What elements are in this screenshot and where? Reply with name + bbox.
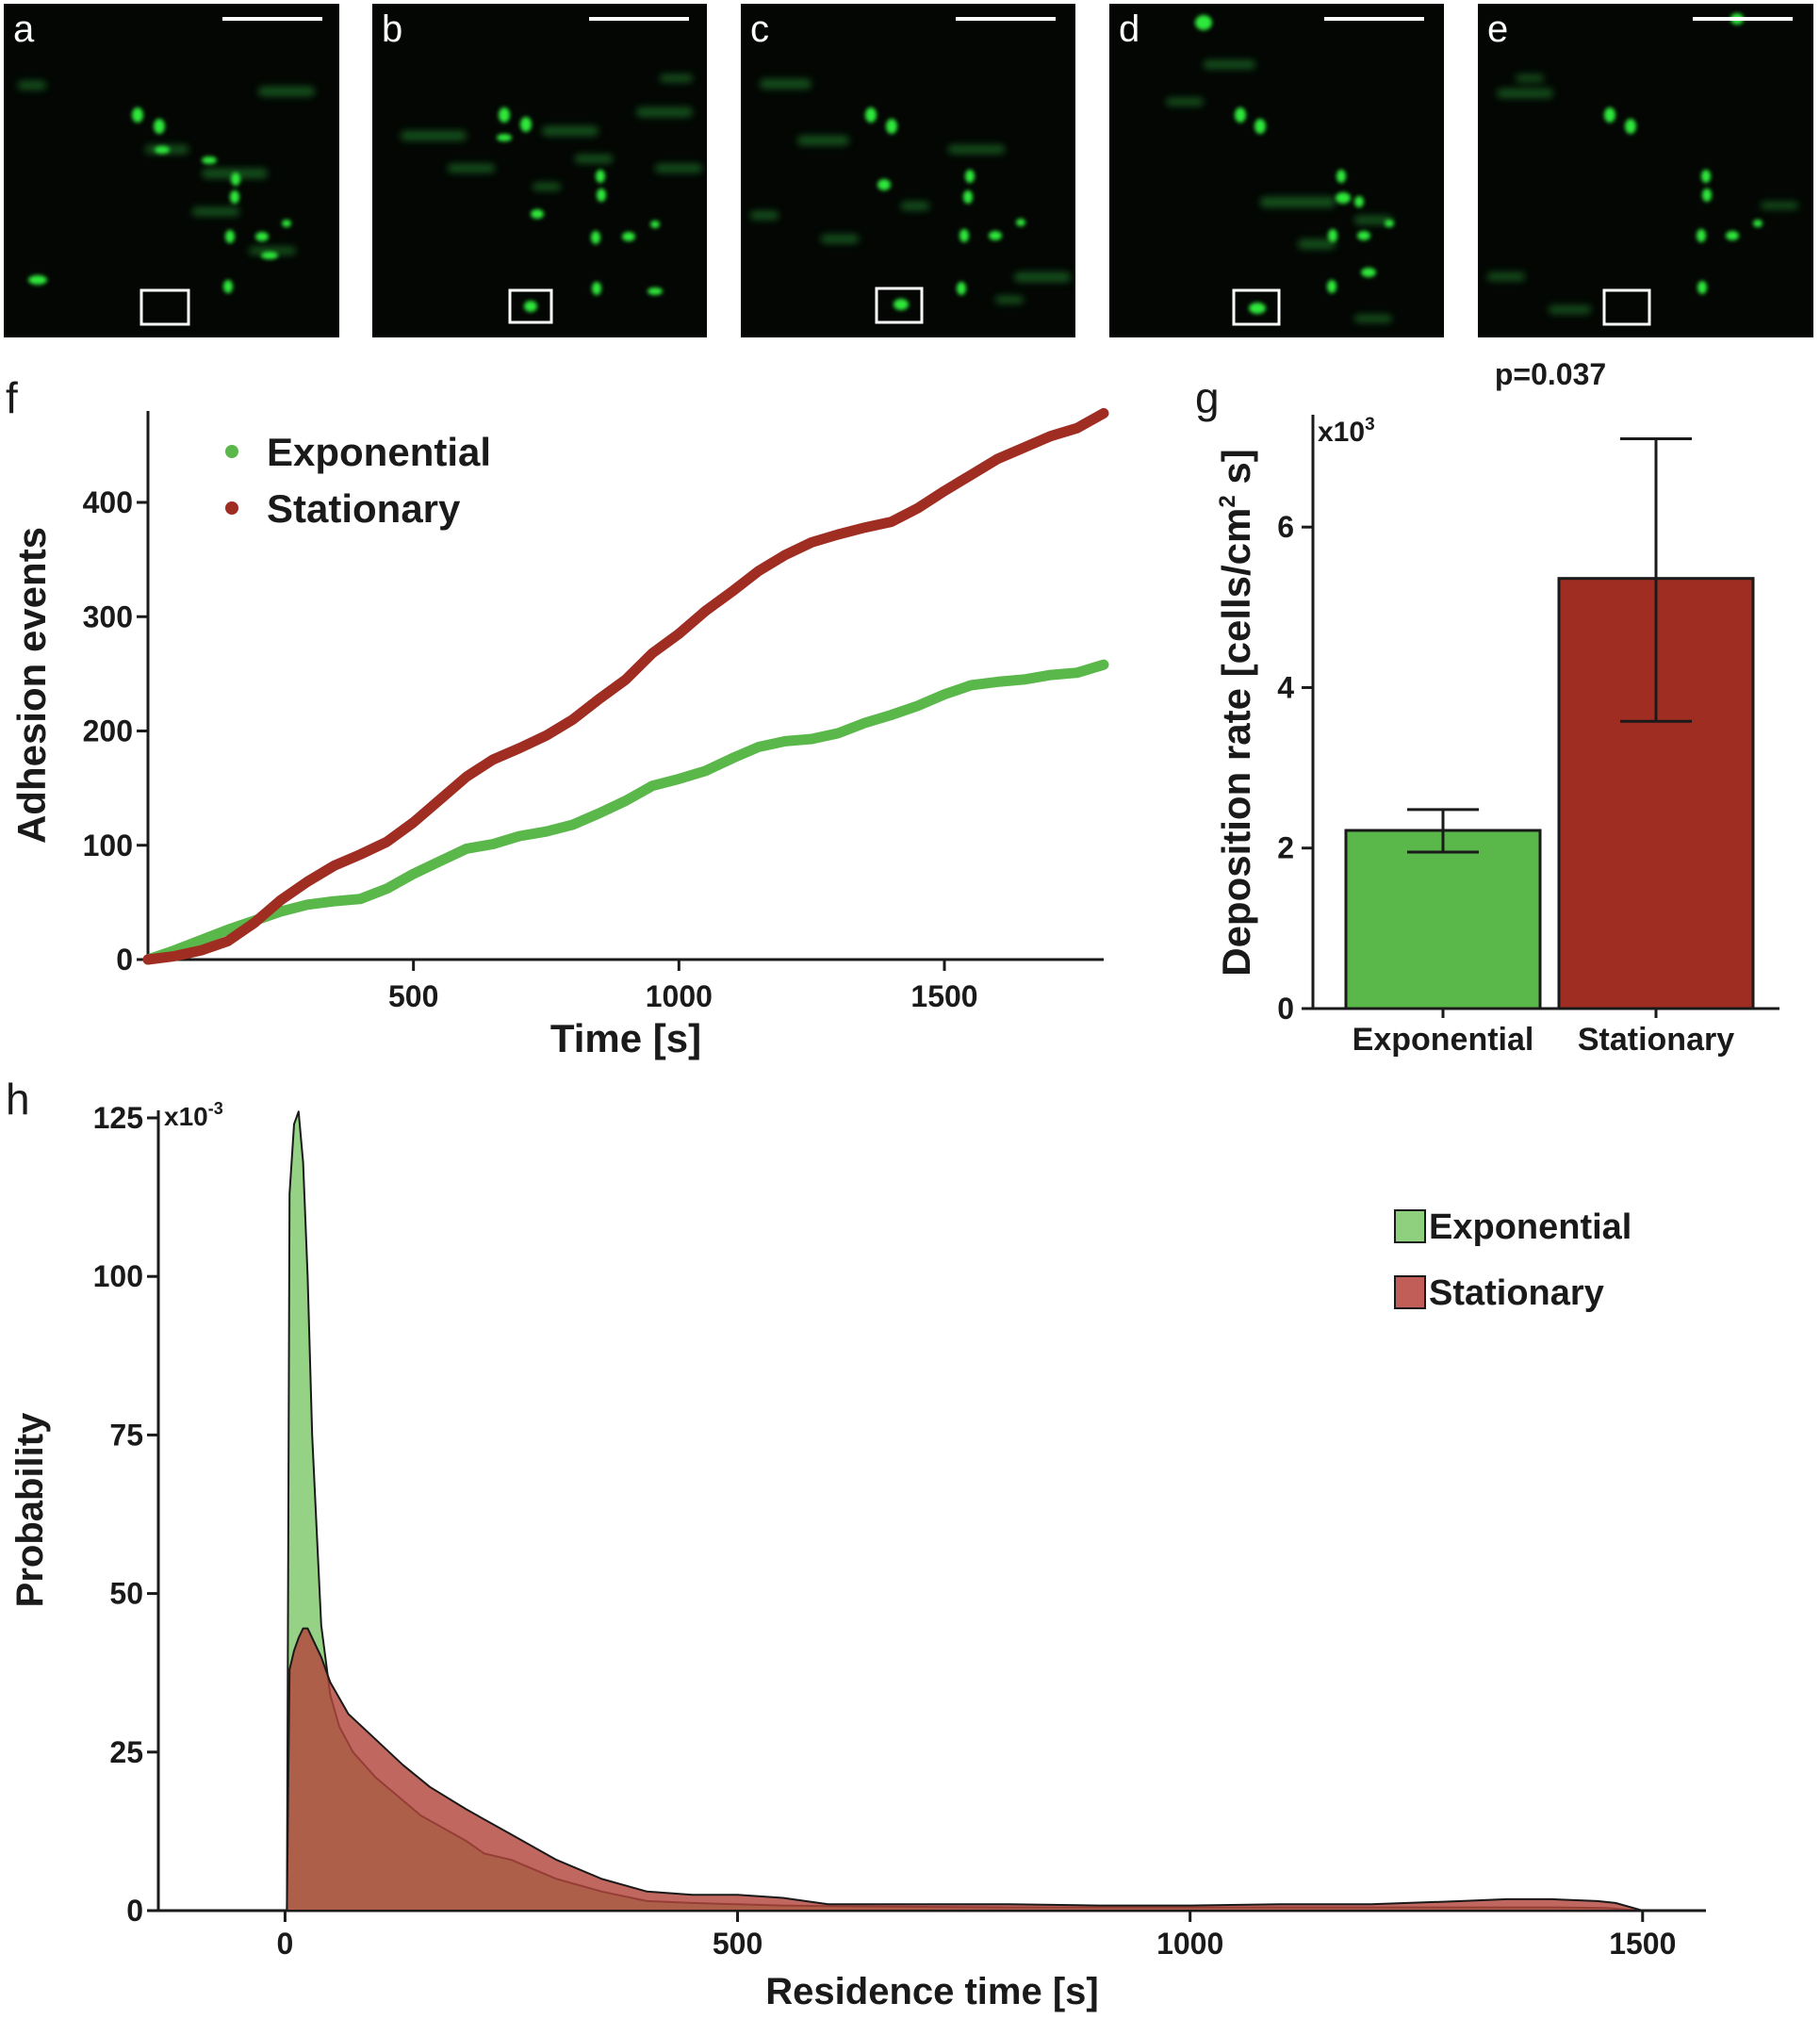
panel-label-e: e <box>1487 8 1508 50</box>
h-y-axis-title: Probability <box>9 1412 51 1607</box>
g-bar-exponential <box>1344 829 1542 1010</box>
panel-label-c: c <box>750 8 769 50</box>
micro-panel-d: d <box>1109 4 1444 337</box>
panel-label-a: a <box>13 8 35 50</box>
g-pvalue-annotation: p=0.037 <box>1495 357 1606 391</box>
h-x-tick-label: 0 <box>277 1927 294 1961</box>
h-y-tick-label: 125 <box>93 1101 143 1135</box>
microscopy-row: a b <box>4 4 1813 337</box>
deposition-bar-chart: g p=0.037 x103 0 2 4 6 Exponential Stationar… <box>1195 357 1779 1058</box>
h-x-tick-label: 1000 <box>1156 1927 1223 1961</box>
f-y-tick-label: 0 <box>116 943 133 977</box>
h-x-tick-label: 1500 <box>1609 1927 1676 1961</box>
h-legend-label-stationary: Stationary <box>1429 1273 1604 1313</box>
panel-label-b: b <box>382 8 402 50</box>
h-multiplier: x10-3 <box>164 1099 223 1131</box>
f-y-tick-label: 300 <box>83 599 133 633</box>
g-x-tick-label-exponential: Exponential <box>1353 1022 1534 1058</box>
f-y-tick-label: 100 <box>83 829 133 862</box>
h-y-tick-label: 25 <box>109 1735 143 1769</box>
h-x-axis-title: Residence time [s] <box>765 1971 1098 2012</box>
f-series-line-stationary <box>142 407 1109 965</box>
h-y-tick-label: 100 <box>93 1259 143 1293</box>
adhesion-line-chart: f 0 100 200 300 400 500 1000 1500 Time [s] Adh… <box>6 373 1109 1060</box>
f-legend-marker-stationary <box>225 501 238 515</box>
g-multiplier: x103 <box>1318 415 1375 448</box>
micro-panel-e: e <box>1478 4 1813 337</box>
panel-label-f: f <box>6 373 18 422</box>
f-legend: Exponential Stationary <box>225 430 491 531</box>
h-legend-swatch-exponential <box>1394 1209 1426 1243</box>
h-legend-swatch-stationary <box>1394 1275 1426 1309</box>
micro-panel-b: b <box>372 4 707 337</box>
g-y-tick-label: 0 <box>1277 992 1294 1026</box>
f-x-tick-label: 1500 <box>910 979 977 1013</box>
panel-label-d: d <box>1119 8 1140 50</box>
residence-area-chart: h x10-3 0 25 50 75 100 125 0 500 1000 1500 Resid… <box>6 1075 1706 2012</box>
h-y-tick-label: 75 <box>109 1418 143 1452</box>
f-y-tick-label: 200 <box>83 714 133 748</box>
h-y-tick-label: 50 <box>109 1577 143 1611</box>
h-legend-label-exponential: Exponential <box>1429 1207 1631 1247</box>
micro-panel-c: c <box>741 4 1075 337</box>
h-x-tick-label: 500 <box>713 1927 762 1961</box>
h-legend: Exponential Stationary <box>1394 1207 1631 1313</box>
f-legend-label-stationary: Stationary <box>267 486 461 531</box>
f-legend-label-exponential: Exponential <box>267 430 491 474</box>
g-x-tick-label-stationary: Stationary <box>1578 1022 1734 1058</box>
g-y-axis-title: Deposition rate [cells/cm2 s] <box>1214 449 1258 977</box>
f-x-tick-label: 1000 <box>646 979 713 1013</box>
f-x-tick-label: 500 <box>388 979 438 1013</box>
f-series-line-exponential <box>142 659 1109 965</box>
f-y-axis-title: Adhesion events <box>9 527 54 844</box>
f-legend-marker-exponential <box>225 445 238 458</box>
g-y-tick-label: 6 <box>1277 510 1294 544</box>
h-series-area-stationary <box>286 1627 1644 1912</box>
h-y-tick-label: 0 <box>126 1894 143 1928</box>
panel-label-g: g <box>1195 373 1220 422</box>
micro-panel-a: a <box>4 4 339 337</box>
g-y-tick-label: 2 <box>1277 831 1294 865</box>
g-y-tick-label: 4 <box>1277 670 1294 704</box>
f-x-axis-title: Time [s] <box>550 1016 701 1060</box>
f-y-tick-label: 400 <box>83 485 133 519</box>
panel-label-h: h <box>6 1075 30 1124</box>
